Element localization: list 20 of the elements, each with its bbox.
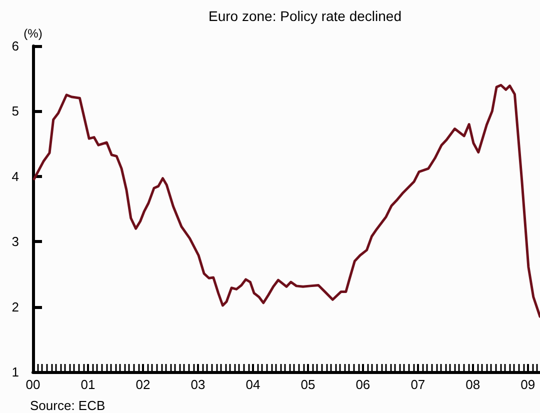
x-tick-label: 07: [410, 377, 426, 392]
source-note: Source: ECB: [30, 398, 106, 413]
y-tick-label: 4: [12, 168, 19, 184]
x-tick-label: 01: [80, 377, 96, 392]
x-tick-label: 03: [190, 377, 206, 392]
x-tick-label: 02: [136, 377, 150, 392]
y-tick-label: 6: [12, 38, 19, 54]
y-tick-label: 3: [12, 234, 19, 250]
x-tick-label: 09: [520, 377, 536, 392]
x-tick-label: 08: [466, 377, 480, 392]
x-tick-label: 05: [300, 377, 316, 392]
x-tick-label: 00: [26, 377, 40, 392]
chart-title: Euro zone: Policy rate declined: [208, 8, 402, 24]
y-tick-label: 2: [12, 299, 19, 314]
y-tick-label: 1: [12, 364, 19, 380]
line-series: [32, 84, 540, 318]
y-tick-label: 5: [12, 104, 19, 119]
x-tick-label: 04: [246, 377, 260, 392]
x-tick-label: 06: [356, 377, 370, 392]
y-axis-title: (%): [24, 26, 42, 41]
